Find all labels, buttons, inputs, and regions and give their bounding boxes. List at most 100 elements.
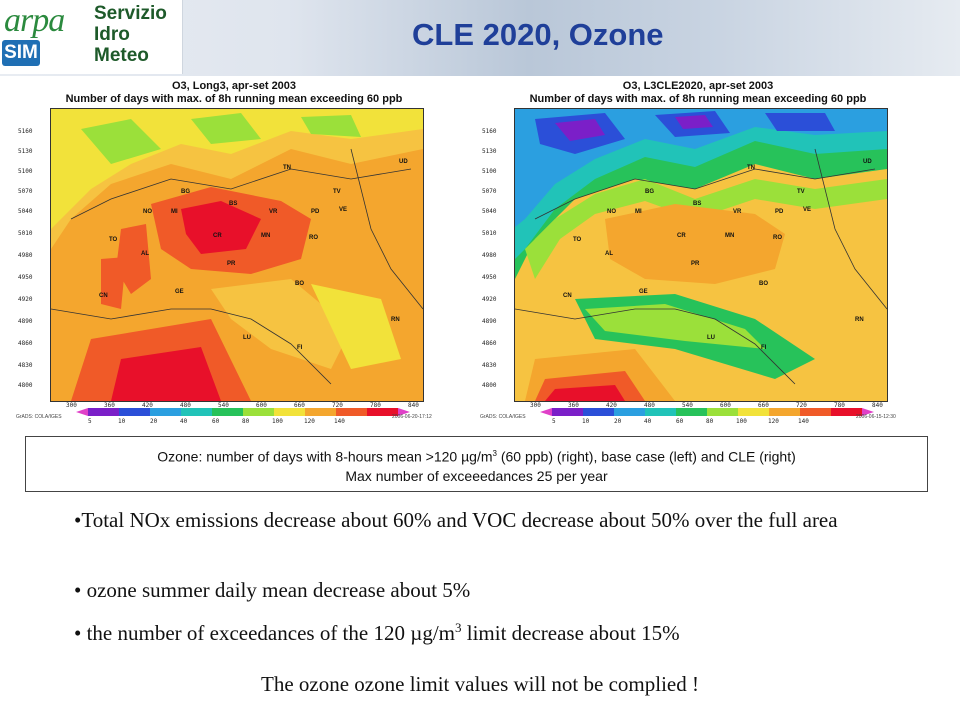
- colorbar-label: 10: [582, 418, 590, 425]
- y-tick: 5070: [18, 188, 33, 195]
- province-label: PD: [775, 209, 784, 215]
- y-tick: 5160: [482, 128, 497, 135]
- province-label: MI: [635, 209, 642, 215]
- ozone-map-cle-2020: TN UD BG BS TV MI VR PD VE NO TO CR MN R…: [514, 108, 888, 402]
- province-label: LU: [707, 335, 715, 341]
- bullet-text-a: • the number of exceedances of the 120 µ…: [74, 621, 455, 645]
- bullet-text-b: limit decrease about 15%: [461, 621, 680, 645]
- colorbar-label: 60: [212, 418, 220, 425]
- colorbar-label: 100: [272, 418, 283, 425]
- x-tick: 840: [408, 402, 419, 409]
- header-banner: arpa SIM Servizio Idro Meteo CLE 2020, O…: [0, 0, 960, 76]
- province-label: BO: [759, 281, 768, 287]
- arpa-sim-logo: arpa SIM Servizio Idro Meteo: [0, 0, 183, 74]
- bullet-item-exceedances: • the number of exceedances of the 120 µ…: [74, 620, 680, 646]
- colorbar-label: 120: [304, 418, 315, 425]
- map-caption-subtitle: Number of days with max. of 8h running m…: [65, 93, 403, 105]
- province-label: TO: [573, 237, 582, 243]
- y-tick: 4830: [18, 362, 33, 369]
- x-tick: 600: [256, 402, 267, 409]
- province-label: BO: [295, 281, 304, 287]
- x-tick: 540: [218, 402, 229, 409]
- province-label: NO: [607, 209, 616, 215]
- x-tick: 600: [720, 402, 731, 409]
- y-tick: 5040: [482, 208, 497, 215]
- map-caption-title: O3, L3CLE2020, apr-set 2003: [622, 80, 774, 92]
- x-tick: 780: [370, 402, 381, 409]
- x-tick: 420: [606, 402, 617, 409]
- province-label: VR: [269, 209, 278, 215]
- province-label: CR: [213, 233, 222, 239]
- province-label: MN: [725, 233, 735, 239]
- y-tick: 4950: [18, 274, 33, 281]
- province-label: TV: [333, 189, 341, 195]
- province-label: VE: [339, 207, 348, 213]
- province-label: CN: [99, 293, 108, 299]
- colorbar-label: 40: [180, 418, 188, 425]
- province-label: CN: [563, 293, 572, 299]
- grads-credit: GrADS: COLA/IGES: [480, 414, 526, 420]
- province-label: CR: [677, 233, 686, 239]
- colorbar-label: 5: [88, 418, 92, 425]
- province-label: RN: [391, 317, 400, 323]
- colorbar-label: 100: [736, 418, 747, 425]
- grads-credit: GrADS: COLA/IGES: [16, 414, 62, 420]
- y-tick: 5070: [482, 188, 497, 195]
- colorbar-swatch: [800, 408, 831, 416]
- y-tick: 5160: [18, 128, 33, 135]
- province-label: RO: [773, 235, 782, 241]
- caption-line-2: Max number of exceeedances 25 per year: [345, 467, 608, 484]
- caption-text-a: Ozone: number of days with 8-hours mean …: [157, 448, 493, 465]
- map-caption-subtitle: Number of days with max. of 8h running m…: [529, 93, 867, 105]
- colorbar-swatch: [614, 408, 645, 416]
- colorbar-label: 20: [150, 418, 158, 425]
- y-tick: 4890: [482, 318, 497, 325]
- colorbar-swatch: [831, 408, 862, 416]
- colorbar-swatch: [336, 408, 367, 416]
- x-tick: 420: [142, 402, 153, 409]
- y-tick: 4920: [18, 296, 33, 303]
- province-label: AL: [141, 251, 149, 257]
- province-label: PR: [691, 261, 700, 267]
- y-tick: 4860: [18, 340, 33, 347]
- colorbar-swatch: [676, 408, 707, 416]
- bullet-item-daily-mean: • ozone summer daily mean decrease about…: [74, 578, 471, 602]
- y-tick: 5010: [18, 230, 33, 237]
- x-tick: 300: [66, 402, 77, 409]
- colorbar-swatch: [212, 408, 243, 416]
- colorbar-label: 20: [614, 418, 622, 425]
- province-label: TO: [109, 237, 118, 243]
- x-tick: 720: [332, 402, 343, 409]
- y-tick: 4860: [482, 340, 497, 347]
- map-timestamp: 2006-06-20-17:12: [392, 414, 432, 420]
- province-label: LU: [243, 335, 251, 341]
- ozone-map-base-case: TN UD BG BS TV MI VR PD VE NO TO CR MN R…: [50, 108, 424, 402]
- x-tick: 300: [530, 402, 541, 409]
- colorbar-swatch: [769, 408, 800, 416]
- province-label: GE: [175, 289, 184, 295]
- x-tick: 540: [682, 402, 693, 409]
- colorbar-label: 140: [334, 418, 345, 425]
- province-label: TN: [747, 165, 755, 171]
- province-label: PD: [311, 209, 320, 215]
- province-label: UD: [863, 159, 872, 165]
- y-tick: 4800: [482, 382, 497, 389]
- colorbar-label: 80: [706, 418, 714, 425]
- logo-service-name: Servizio Idro Meteo: [94, 3, 167, 66]
- map-timestamp: 2006-06-15-12:30: [856, 414, 896, 420]
- y-tick: 4800: [18, 382, 33, 389]
- x-tick: 480: [180, 402, 191, 409]
- y-tick: 4830: [482, 362, 497, 369]
- province-label: VR: [733, 209, 742, 215]
- caption-superscript: 3: [492, 449, 497, 458]
- slide-title: CLE 2020, Ozone: [412, 17, 664, 52]
- province-label: BS: [693, 201, 702, 207]
- logo-line-2: Idro: [94, 24, 130, 45]
- province-label: UD: [399, 159, 408, 165]
- colorbar: [540, 408, 874, 416]
- colorbar-swatch: [88, 408, 119, 416]
- colorbar-swatch: [181, 408, 212, 416]
- province-label: PR: [227, 261, 236, 267]
- x-tick: 360: [104, 402, 115, 409]
- colorbar-swatch: [150, 408, 181, 416]
